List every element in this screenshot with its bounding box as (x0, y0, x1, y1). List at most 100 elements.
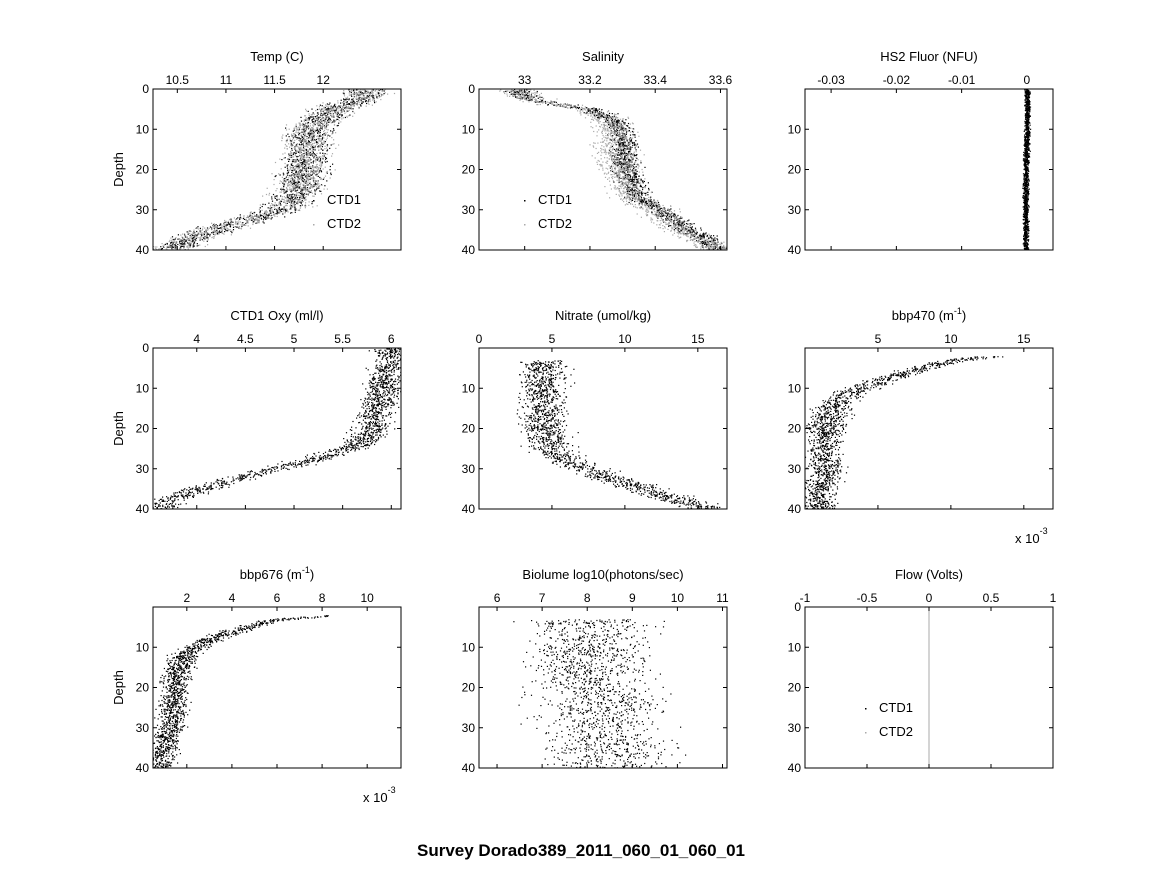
temp-point (203, 233, 204, 234)
temp-point (324, 119, 325, 120)
salinity-point (686, 223, 687, 224)
salinity-point (660, 211, 661, 212)
salinity-point (651, 203, 652, 204)
temp-point (311, 131, 312, 132)
temp-point (308, 111, 309, 112)
temp-point (288, 196, 289, 197)
temp-point (284, 216, 285, 217)
temp-point (237, 222, 238, 223)
temp-point (301, 176, 302, 177)
temp-point (366, 103, 367, 104)
temp-point (286, 187, 287, 188)
salinity-point (630, 189, 631, 190)
temp-point (299, 162, 300, 163)
temp-point (310, 167, 311, 168)
salinity-point (690, 231, 691, 232)
temp-point (323, 131, 324, 132)
salinity-point (713, 235, 714, 236)
temp-point (363, 97, 364, 98)
temp-point (190, 246, 191, 247)
salinity-point (586, 111, 587, 112)
temp-point (259, 209, 260, 210)
temp-point (321, 164, 322, 165)
temp-point (315, 116, 316, 117)
temp-point (231, 220, 232, 221)
temp-point (322, 162, 323, 163)
temp-point (356, 96, 357, 97)
salinity-point (681, 223, 682, 224)
temp-point (331, 115, 332, 116)
temp-point (318, 183, 319, 184)
temp-point (300, 183, 301, 184)
temp-point (279, 210, 280, 211)
temp-point (294, 182, 295, 183)
temp-point (208, 234, 209, 235)
temp-point (237, 226, 238, 227)
temp-point (376, 101, 377, 102)
salinity-point (664, 231, 665, 232)
temp-point (242, 223, 243, 224)
salinity-point (613, 182, 614, 183)
temp-point (271, 218, 272, 219)
temp-point (192, 238, 193, 239)
temp-point (171, 243, 172, 244)
temp-point (241, 228, 242, 229)
temp-point (301, 145, 302, 146)
temp-point (315, 140, 316, 141)
temp-point (335, 169, 336, 170)
temp-point (377, 96, 378, 97)
temp-point (325, 141, 326, 142)
temp-point (322, 155, 323, 156)
temp-point (322, 137, 323, 138)
temp-point (195, 228, 196, 229)
temp-point (275, 162, 276, 163)
temp-point (294, 137, 295, 138)
temp-point (283, 180, 284, 181)
temp-point (380, 99, 381, 100)
temp-point (337, 102, 338, 103)
temp-point (295, 178, 296, 179)
temp-point (357, 105, 358, 106)
temp-point (318, 176, 319, 177)
temp-point (289, 136, 290, 137)
temp-point (260, 204, 261, 205)
temp-point (286, 129, 287, 130)
temp-point (283, 184, 284, 185)
salinity-point (611, 165, 612, 166)
temp-point (307, 160, 308, 161)
temp-point (320, 121, 321, 122)
temp-point (295, 154, 296, 155)
salinity-point (655, 207, 656, 208)
temp-point (249, 216, 250, 217)
temp-point (323, 137, 324, 138)
salinity-point (609, 117, 610, 118)
temp-point (231, 232, 232, 233)
temp-point (293, 178, 294, 179)
temp-point (298, 140, 299, 141)
temp-point (269, 193, 270, 194)
temp-point (189, 233, 190, 234)
temp-point (308, 168, 309, 169)
temp-point (237, 217, 238, 218)
temp-point (319, 130, 320, 131)
temp-point (305, 187, 306, 188)
salinity-point (659, 224, 660, 225)
salinity-point (618, 181, 619, 182)
temp-point (365, 93, 366, 94)
temp-point (285, 180, 286, 181)
salinity-point (617, 157, 618, 158)
temp-point (250, 217, 251, 218)
temp-point (308, 164, 309, 165)
temp-point (223, 234, 224, 235)
temp-point (294, 149, 295, 150)
salinity-point (629, 149, 630, 150)
temp-point (289, 155, 290, 156)
temp-point (296, 167, 297, 168)
salinity-point (614, 149, 615, 150)
temp-point (294, 166, 295, 167)
salinity-point (668, 213, 669, 214)
temp-point (169, 240, 170, 241)
temp-point (290, 209, 291, 210)
temp-point (358, 107, 359, 108)
temp-ytick-label: 40 (136, 243, 150, 257)
